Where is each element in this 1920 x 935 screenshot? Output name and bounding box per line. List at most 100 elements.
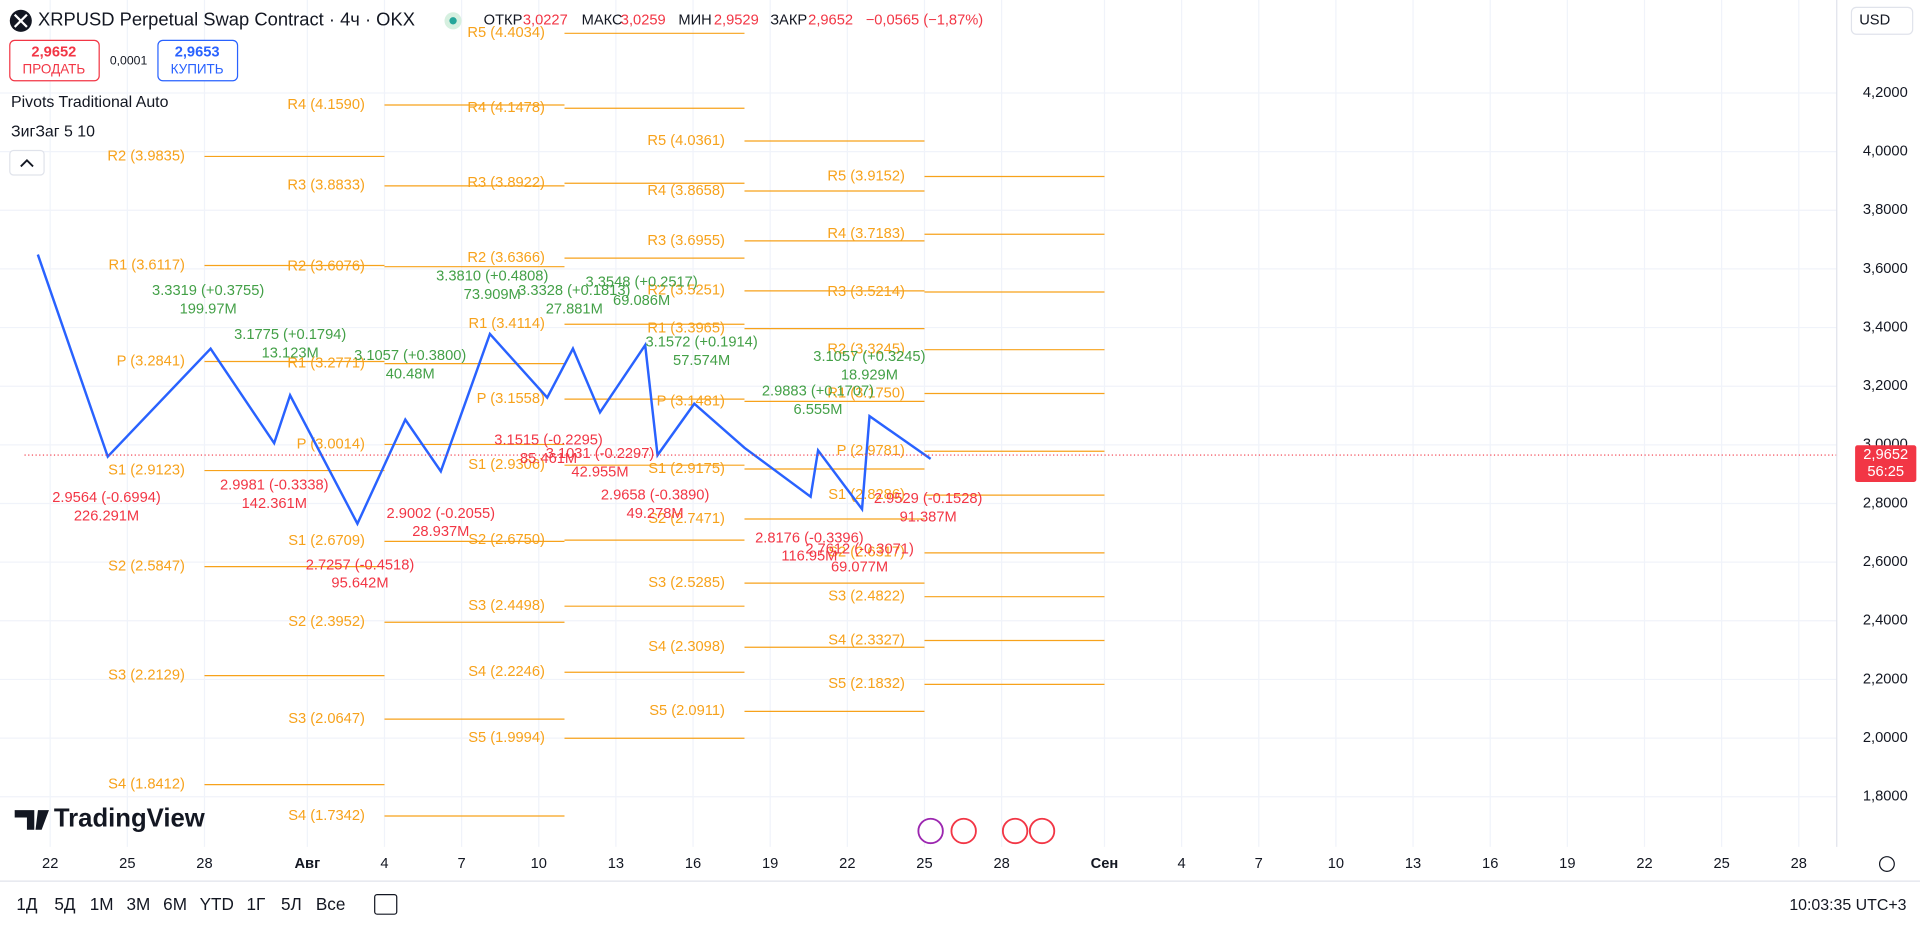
pivot-label: R2 (3.9835) (107, 148, 185, 164)
pivot-label: S4 (1.7342) (288, 808, 365, 824)
pivot-label: S3 (2.0647) (288, 711, 365, 727)
pivot-label: R1 (3.4114) (468, 316, 544, 332)
zigzag-price: 2.7257 (-0.4518) (306, 557, 415, 573)
ohlc-label: МИН (678, 13, 711, 29)
countdown: 56:25 (1867, 464, 1904, 480)
currency-button[interactable] (1850, 6, 1914, 35)
x-tick-label: 4 (1178, 856, 1186, 872)
pivot-label: S1 (2.9175) (648, 461, 725, 477)
range-button[interactable]: 5Л (281, 894, 302, 914)
indicator[interactable]: Pivots Traditional Auto (11, 94, 169, 111)
zigzag-price: 3.3548 (+0.2517) (586, 275, 698, 291)
x-tick-label: 13 (608, 856, 624, 872)
change: −0,0565 (−1,87%) (866, 13, 984, 29)
settings-icon[interactable] (1878, 856, 1895, 872)
zigzag-price: 3.1775 (+0.1794) (234, 327, 346, 343)
zigzag-price: 2.9564 (-0.6994) (52, 490, 161, 506)
event-icon[interactable] (1001, 817, 1029, 845)
collapse-button[interactable] (9, 149, 45, 176)
zigzag-volume: 18.929M (841, 368, 898, 384)
zigzag-volume: 42.955M (571, 464, 628, 480)
x-tick-label: 16 (685, 856, 701, 872)
zigzag-price: 3.3810 (+0.4808) (436, 268, 548, 284)
ohlc-value: 2,9529 (714, 13, 759, 29)
range-button[interactable]: 6М (163, 894, 187, 914)
pivot-label: S5 (1.9994) (468, 730, 545, 746)
zigzag-volume: 116.95M (781, 549, 837, 565)
pivot-label: S4 (2.2246) (468, 664, 545, 680)
status-dot-inner (449, 17, 457, 25)
zigzag-price: 3.1057 (+0.3800) (354, 348, 466, 364)
pivot-label: S4 (2.3098) (648, 639, 725, 655)
pivot-label: R5 (4.0361) (647, 133, 725, 149)
sell-label[interactable]: ПРОДАТЬ (23, 61, 86, 76)
pivot-label: S3 (2.5285) (648, 575, 725, 591)
buy-label[interactable]: КУПИТЬ (171, 61, 224, 76)
zigzag-price: 3.1515 (-0.2295) (494, 432, 603, 448)
plot-area: R2 (3.9835) R1 (3.6117) P (3.2841) S1 (2.91… (0, 0, 1837, 847)
x-tick-label: 28 (196, 856, 212, 872)
pivot-label: R4 (4.1478) (467, 100, 545, 116)
x-tick-label: 25 (119, 856, 135, 872)
zigzag-price: 3.3328 (+0.1813) (518, 283, 630, 299)
date-range-icon[interactable] (374, 894, 398, 915)
sell-button[interactable] (9, 39, 100, 82)
symbol-title[interactable]: XRPUSD Perpetual Swap Contract · 4ч · OK… (38, 9, 415, 30)
zigzag-volume: 85.461M (520, 451, 577, 467)
pivot-label: R2 (3.6366) (467, 250, 545, 266)
sell-price[interactable]: 2,9652 (31, 45, 76, 61)
zigzag-volume: 6.555M (793, 402, 842, 418)
buy-button[interactable] (157, 39, 239, 82)
pivot-label: R4 (3.7183) (827, 226, 905, 242)
zigzag-volume: 49.278M (627, 506, 684, 522)
x-tick-label: 28 (1791, 856, 1807, 872)
zigzag-price: 3.1057 (+0.3245) (813, 349, 925, 365)
x-tick-label: 25 (1713, 856, 1729, 872)
zigzag-price: 2.9883 (+0.1707) (762, 384, 874, 400)
pivot-label: P (3.2841) (117, 353, 185, 369)
range-button[interactable]: YTD (200, 894, 234, 914)
collapse-icon (20, 159, 34, 168)
range-button[interactable]: 1Г (247, 894, 266, 914)
zigzag-volume: 13.123M (262, 346, 319, 362)
pivot-label: R1 (3.1750) (827, 385, 905, 401)
y-tick-label: 2,2000 (1863, 671, 1908, 687)
ohlc-label: ОТКР (484, 13, 523, 29)
x-tick-label: Сен (1091, 856, 1119, 872)
range-button[interactable]: 1М (90, 894, 114, 914)
x-tick-label: 25 (916, 856, 932, 872)
zigzag-volume: 40.48M (386, 366, 435, 382)
event-icon[interactable] (950, 817, 977, 845)
range-button[interactable]: 1Д (16, 894, 38, 914)
range-button[interactable]: 3М (126, 894, 150, 914)
zigzag-price: 2.8176 (-0.3396) (755, 530, 864, 546)
pivot-label: S2 (2.5847) (108, 559, 185, 575)
event-icon[interactable] (1028, 817, 1056, 845)
ohlc-value: 2,9652 (808, 13, 853, 29)
x-tick-label: 13 (1405, 856, 1421, 872)
pivot-label: R4 (4.1590) (287, 97, 365, 113)
zigzag-price: 3.3319 (+0.3755) (152, 283, 264, 299)
currency[interactable]: USD (1859, 13, 1890, 29)
indicator[interactable]: ЗигЗаг 5 10 (11, 123, 95, 140)
zigzag-price: 3.1031 (-0.2297) (546, 446, 655, 462)
pivot-label: P (3.0014) (297, 436, 365, 452)
range-button[interactable]: Все (316, 894, 346, 914)
pivot-label: R2 (3.3245) (827, 342, 905, 358)
y-tick-label: 3,6000 (1863, 261, 1908, 277)
y-tick-label: 2,6000 (1863, 554, 1908, 570)
range-button[interactable]: 5Д (54, 894, 76, 914)
buy-price[interactable]: 2,9653 (175, 45, 220, 61)
y-tick-label: 1,8000 (1863, 789, 1908, 805)
x-tick-label: 4 (380, 856, 388, 872)
x-tick-label: 22 (1636, 856, 1652, 872)
zigzag-volume: 199.97M (180, 302, 237, 318)
pivot-label: R1 (3.3965) (647, 320, 725, 336)
pivot-label: R3 (3.5214) (827, 284, 905, 300)
event-icon[interactable] (917, 817, 944, 845)
clock[interactable]: 10:03:35 UTC+3 (1789, 897, 1906, 914)
spread: 0,0001 (110, 53, 148, 67)
pivot-label: S5 (2.0911) (649, 703, 725, 719)
zigzag-volume: 73.909M (464, 287, 521, 303)
